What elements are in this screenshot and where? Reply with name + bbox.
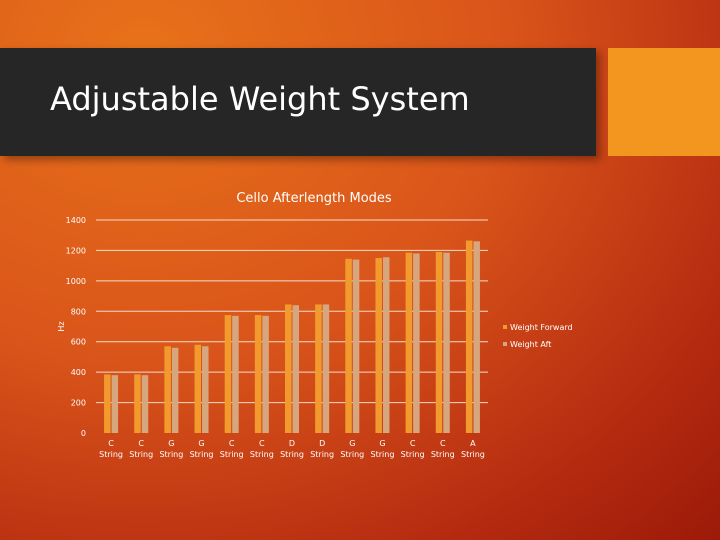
y-tick-label: 200 [71,399,86,408]
y-tick-label: 1200 [66,246,86,255]
x-tick-label: String [129,450,153,459]
x-tick-label: String [461,450,485,459]
x-tick-label: String [99,450,123,459]
bar-weight-aft [141,375,149,433]
legend-swatch [503,325,507,329]
accent-box [608,48,720,156]
bar-weight-aft [111,375,119,433]
x-tick-label: G [168,439,174,448]
bar-weight-forward [285,304,292,433]
x-tick-label: String [280,450,304,459]
x-tick-label: String [310,450,334,459]
bar-weight-forward [164,346,171,433]
x-tick-label: String [431,450,455,459]
legend-swatch [503,342,507,346]
x-tick-label: D [319,439,325,448]
x-tick-label: String [220,450,244,459]
y-tick-label: 1400 [66,216,86,225]
x-tick-label: C [440,439,446,448]
x-tick-label: String [190,450,214,459]
bar-weight-forward [405,252,413,433]
x-tick-label: C [229,439,235,448]
bar-weight-aft [322,304,330,433]
legend-label: Weight Aft [510,340,551,349]
bar-weight-aft [352,259,360,433]
bar-weight-forward [254,315,262,433]
bar-weight-aft [202,346,209,433]
y-tick-label: 0 [81,429,86,438]
y-tick-label: 400 [71,368,86,377]
bar-weight-aft [171,347,179,433]
x-tick-label: G [198,439,204,448]
y-tick-label: 600 [71,338,86,347]
bar-weight-forward [194,344,202,433]
bar-weight-aft [232,315,239,433]
bar-weight-forward [465,240,473,433]
bar-weight-forward [134,374,141,433]
bar-weight-forward [345,258,352,433]
y-axis-label: Hz [57,321,66,331]
x-tick-label: D [289,439,295,448]
x-tick-label: String [340,450,364,459]
chart-title: Cello Afterlength Modes [236,191,392,206]
bar-weight-aft [382,257,390,433]
bar-weight-aft [443,252,450,433]
bar-weight-aft [473,241,480,433]
bar-weight-aft [262,315,269,433]
x-tick-label: C [108,439,114,448]
bar-weight-forward [375,258,382,433]
title-bar [0,48,596,156]
x-tick-label: C [259,439,265,448]
x-tick-label: C [410,439,416,448]
x-tick-label: String [159,450,183,459]
x-tick-label: G [379,439,385,448]
bar-weight-forward [315,304,322,433]
bar-weight-forward [435,251,443,433]
bar-weight-aft [292,305,299,433]
bar-weight-forward [104,374,111,433]
slide-title: Adjustable Weight System [50,80,470,118]
x-tick-label: G [349,439,355,448]
bar-weight-forward [224,315,232,433]
x-tick-label: String [250,450,274,459]
x-tick-label: String [401,450,425,459]
bar-weight-aft [413,253,420,433]
y-tick-label: 800 [71,307,86,316]
legend-label: Weight Forward [510,323,573,332]
x-tick-label: A [470,439,476,448]
y-tick-label: 1000 [66,277,86,286]
x-tick-label: String [371,450,395,459]
x-tick-label: C [138,439,144,448]
